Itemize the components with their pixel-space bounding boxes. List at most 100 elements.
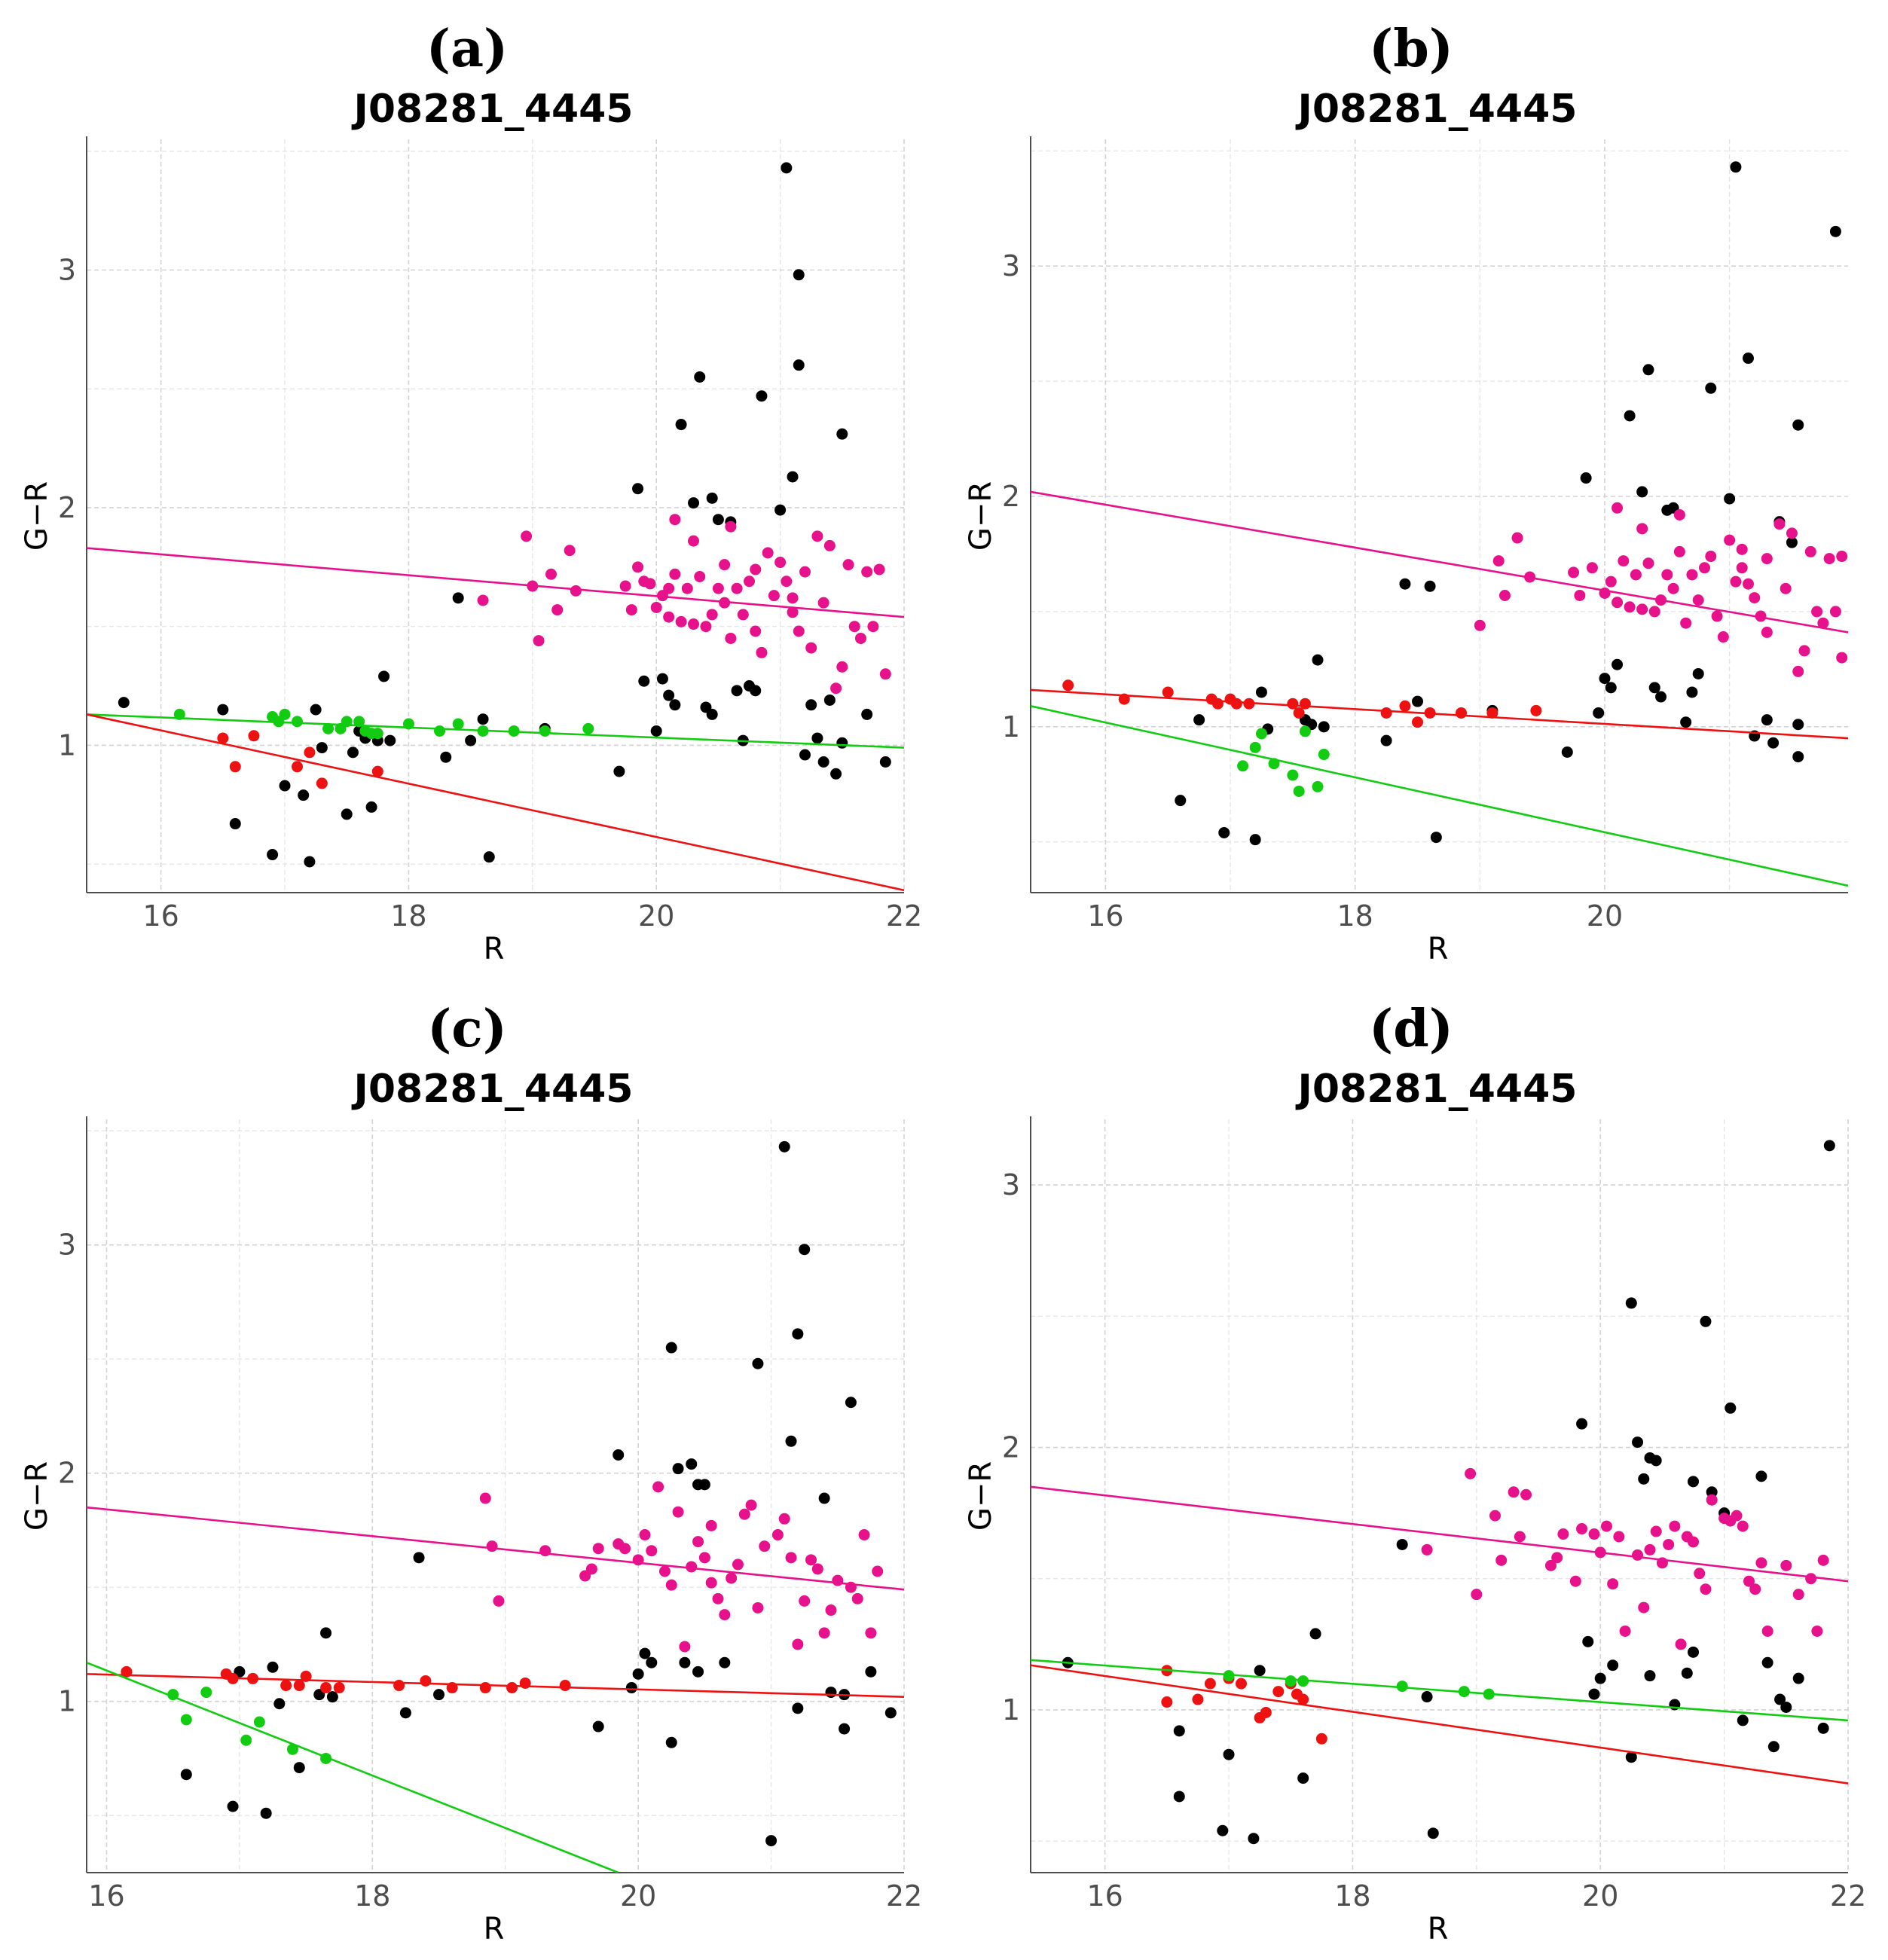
data-point-green bbox=[291, 716, 303, 728]
data-point-black bbox=[1817, 1722, 1829, 1734]
data-point-black bbox=[1625, 1297, 1637, 1309]
data-point-magenta bbox=[493, 1595, 505, 1607]
data-point-black bbox=[656, 673, 668, 685]
data-point-magenta bbox=[1711, 610, 1723, 622]
x-tick-label: 20 bbox=[1582, 1879, 1618, 1913]
y-axis-label: G−R bbox=[20, 1461, 54, 1531]
data-point-magenta bbox=[861, 566, 873, 578]
x-tick-label: 16 bbox=[1086, 1879, 1123, 1913]
data-point-magenta bbox=[1514, 1531, 1526, 1543]
data-point-black bbox=[440, 751, 452, 763]
data-point-black bbox=[793, 269, 805, 281]
data-point-black bbox=[1642, 364, 1654, 376]
x-tick-label: 22 bbox=[1830, 1879, 1866, 1913]
data-point-black bbox=[781, 162, 793, 174]
data-point-red bbox=[1486, 707, 1498, 719]
data-point-black bbox=[712, 514, 724, 526]
data-point-magenta bbox=[872, 1565, 884, 1577]
data-point-green bbox=[1249, 741, 1261, 753]
data-point-green bbox=[353, 716, 365, 728]
data-point-magenta bbox=[799, 1595, 811, 1607]
data-point-magenta bbox=[1792, 1589, 1804, 1601]
x-tick-label: 18 bbox=[1337, 899, 1373, 933]
data-point-magenta bbox=[632, 561, 644, 573]
data-point-black bbox=[1686, 686, 1698, 698]
series-green bbox=[167, 1687, 332, 1764]
data-point-green bbox=[279, 708, 291, 720]
data-point-magenta bbox=[778, 1513, 790, 1525]
data-point-magenta bbox=[639, 1529, 651, 1541]
series-red bbox=[217, 730, 383, 789]
data-point-black bbox=[825, 1687, 837, 1699]
data-point-magenta bbox=[669, 514, 681, 526]
data-point-magenta bbox=[1773, 518, 1786, 530]
data-point-magenta bbox=[842, 559, 854, 571]
data-point-magenta bbox=[644, 578, 656, 590]
y-tick-label: 2 bbox=[1002, 480, 1020, 513]
data-point-black bbox=[646, 1656, 658, 1668]
plot-area bbox=[1031, 1140, 1848, 1845]
data-point-red bbox=[1235, 1678, 1247, 1690]
data-point-red bbox=[1287, 698, 1299, 710]
data-point-magenta bbox=[1737, 1520, 1749, 1532]
data-point-magenta bbox=[787, 592, 799, 604]
data-point-magenta bbox=[1811, 606, 1823, 618]
data-point-black bbox=[227, 1800, 239, 1812]
data-point-magenta bbox=[1568, 566, 1580, 579]
data-point-green bbox=[582, 722, 594, 734]
data-point-red bbox=[1192, 1693, 1204, 1705]
data-point-black bbox=[792, 1702, 804, 1714]
data-point-black bbox=[665, 1342, 677, 1354]
data-point-black bbox=[1599, 673, 1611, 685]
data-point-magenta bbox=[692, 1536, 704, 1548]
x-axis-label: R bbox=[484, 932, 505, 966]
data-point-red bbox=[1530, 704, 1542, 716]
data-point-magenta bbox=[1630, 569, 1642, 581]
series-black bbox=[1062, 1140, 1835, 1845]
data-point-magenta bbox=[486, 1540, 498, 1552]
data-point-black bbox=[1638, 1473, 1650, 1485]
data-point-black bbox=[1605, 682, 1617, 694]
data-point-black bbox=[1823, 1140, 1835, 1152]
data-point-green bbox=[371, 728, 383, 740]
data-point-black bbox=[731, 685, 743, 697]
data-point-black bbox=[752, 1357, 764, 1369]
data-point-black bbox=[756, 390, 768, 402]
data-point-magenta bbox=[1675, 1638, 1687, 1650]
data-point-magenta bbox=[832, 1574, 844, 1586]
fit-line-magenta bbox=[1031, 490, 1848, 633]
data-point-magenta bbox=[756, 646, 768, 658]
data-point-red bbox=[1260, 1706, 1272, 1718]
data-point-magenta bbox=[1544, 1559, 1557, 1571]
data-point-black bbox=[347, 746, 359, 759]
data-point-green bbox=[240, 1734, 252, 1746]
chart-title: J08281_4445 bbox=[1296, 1067, 1578, 1112]
data-point-red bbox=[420, 1675, 432, 1687]
series-magenta bbox=[1474, 502, 1848, 677]
data-point-black bbox=[692, 1665, 704, 1678]
data-point-green bbox=[200, 1687, 212, 1699]
series-green bbox=[173, 708, 594, 740]
y-tick-label: 3 bbox=[1002, 249, 1020, 282]
data-point-magenta bbox=[619, 580, 631, 592]
data-point-black bbox=[1692, 667, 1704, 679]
data-point-black bbox=[273, 1698, 286, 1710]
data-point-black bbox=[384, 734, 396, 746]
data-point-magenta bbox=[521, 530, 533, 542]
data-point-black bbox=[433, 1689, 445, 1701]
grid bbox=[87, 139, 905, 893]
data-point-green bbox=[539, 725, 551, 737]
data-point-black bbox=[1767, 1741, 1780, 1753]
data-point-red bbox=[1062, 679, 1074, 691]
data-point-magenta bbox=[1736, 543, 1748, 555]
fit-line-green bbox=[87, 1662, 619, 1873]
data-point-magenta bbox=[1636, 603, 1648, 615]
data-point-magenta bbox=[750, 563, 762, 575]
data-point-magenta bbox=[1588, 1528, 1600, 1540]
data-point-black bbox=[1681, 1667, 1693, 1679]
data-point-black bbox=[229, 818, 241, 830]
data-point-black bbox=[320, 1627, 332, 1639]
data-point-black bbox=[1421, 1691, 1433, 1703]
series-magenta bbox=[477, 514, 891, 695]
plot-area bbox=[87, 162, 904, 892]
